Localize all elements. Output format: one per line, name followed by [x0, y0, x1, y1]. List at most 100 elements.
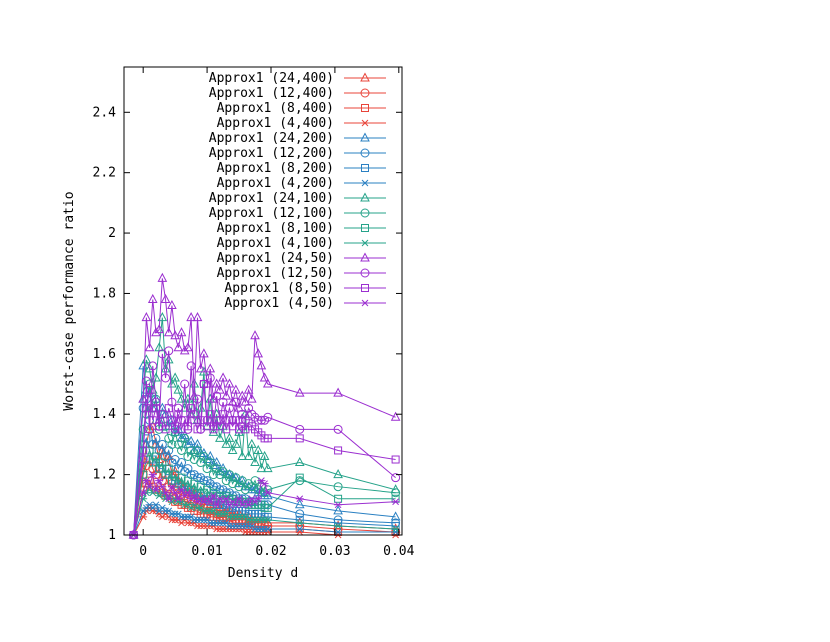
data-point — [211, 378, 222, 388]
data-point — [263, 434, 272, 443]
data-point — [259, 450, 270, 460]
data-point — [141, 376, 151, 386]
data-point — [138, 424, 148, 434]
data-point — [151, 501, 160, 509]
data-point — [174, 410, 183, 419]
data-point — [139, 495, 148, 503]
legend-marker — [361, 224, 369, 232]
data-point — [334, 522, 343, 530]
data-point — [192, 312, 203, 322]
plot-frame — [123, 66, 403, 536]
data-point — [170, 372, 180, 382]
legend-label: Approx1 (4,200) — [217, 176, 334, 191]
data-point — [151, 327, 161, 337]
data-point — [192, 394, 202, 404]
data-point — [170, 426, 180, 436]
y-tick-label: 2 — [108, 226, 116, 241]
data-point — [192, 445, 202, 455]
legend-marker — [360, 132, 370, 142]
data-point — [167, 483, 176, 491]
legend-marker — [361, 179, 369, 187]
data-point — [224, 378, 235, 388]
data-point — [253, 444, 264, 454]
data-point — [186, 312, 196, 322]
data-point — [144, 342, 155, 352]
data-point — [161, 373, 171, 383]
data-point — [158, 458, 167, 467]
data-point — [145, 483, 154, 491]
data-point — [158, 483, 167, 491]
data-point — [263, 489, 272, 497]
data-point — [199, 380, 208, 389]
data-point — [190, 416, 199, 425]
data-point — [334, 494, 343, 503]
y-tick-label: 2.4 — [93, 105, 117, 120]
data-point — [206, 410, 215, 419]
data-point — [219, 410, 228, 419]
series-12 — [128, 272, 401, 539]
data-point — [260, 415, 270, 425]
data-point — [294, 456, 305, 467]
data-point — [151, 404, 160, 413]
legend-label: Approx1 (12,400) — [209, 86, 334, 101]
legend-label: Approx1 (4,100) — [217, 236, 334, 251]
data-point — [208, 426, 219, 436]
data-point — [138, 360, 149, 370]
data-point — [151, 452, 160, 461]
data-point — [199, 348, 209, 358]
legend-marker — [360, 72, 370, 82]
x-tick-label: 0 — [139, 544, 147, 559]
data-point — [390, 511, 401, 521]
data-point — [179, 345, 190, 355]
data-point — [171, 489, 180, 497]
data-point — [224, 432, 235, 442]
data-point — [254, 495, 263, 503]
series-7 — [129, 501, 400, 539]
data-point — [205, 363, 216, 373]
data-point — [334, 528, 343, 536]
series-11 — [129, 483, 400, 539]
data-point — [243, 384, 254, 394]
data-point — [333, 505, 343, 515]
legend-label: Approx1 (24,50) — [217, 251, 334, 266]
legend-marker — [361, 299, 369, 307]
data-point — [161, 425, 170, 434]
legend-marker — [360, 148, 370, 158]
legend-label: Approx1 (8,200) — [217, 161, 334, 176]
x-axis-label: Density d — [228, 566, 298, 581]
x-tick-label: 0.03 — [319, 544, 350, 559]
data-point — [199, 451, 209, 461]
data-point — [145, 386, 154, 395]
data-point — [151, 433, 161, 443]
legend-label: Approx1 (12,200) — [209, 146, 334, 161]
data-point — [163, 327, 174, 337]
data-point — [263, 503, 272, 512]
data-point — [215, 470, 225, 480]
legend-marker — [360, 252, 370, 262]
plot-area — [128, 272, 401, 540]
data-point — [246, 393, 257, 403]
legend-marker — [360, 192, 370, 202]
data-point — [160, 363, 171, 373]
legend-marker — [361, 239, 369, 247]
data-point — [148, 416, 157, 425]
data-point — [177, 458, 187, 468]
data-point — [142, 434, 151, 443]
data-point — [231, 397, 241, 407]
data-point — [234, 426, 244, 436]
data-point — [295, 434, 304, 443]
data-point — [391, 488, 401, 498]
data-point — [164, 404, 173, 413]
data-point — [333, 424, 343, 434]
data-point — [218, 397, 228, 407]
data-point — [190, 492, 199, 500]
data-point — [176, 327, 187, 337]
legend-label: Approx1 (24,400) — [209, 71, 334, 86]
data-point — [294, 499, 305, 509]
y-tick-label: 1.8 — [93, 286, 116, 301]
data-point — [212, 501, 221, 509]
data-point — [295, 473, 304, 482]
data-point — [263, 412, 273, 422]
data-point — [250, 456, 260, 467]
